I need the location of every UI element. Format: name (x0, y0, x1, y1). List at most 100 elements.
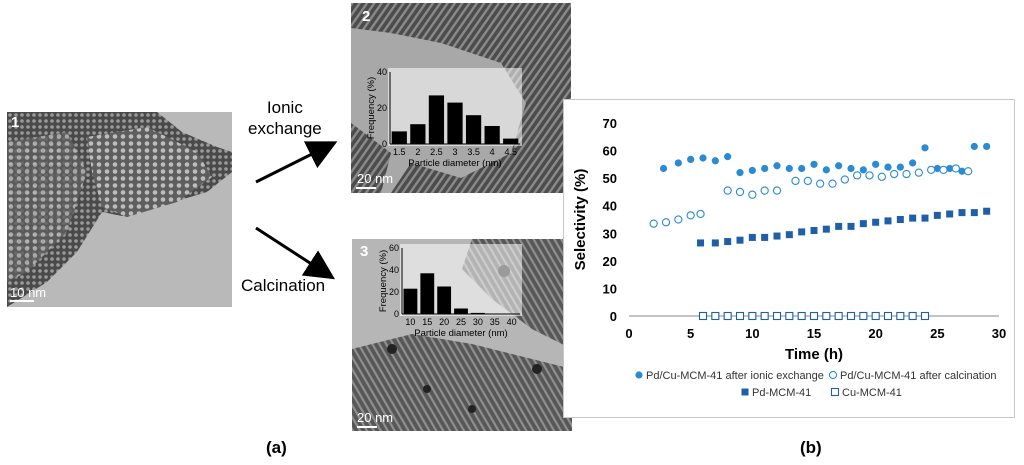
data-point-series-4 (859, 311, 868, 321)
data-point-series-4 (822, 311, 831, 321)
selectivity-y-tick-label: 30 (603, 226, 617, 241)
data-point-series-3 (711, 239, 719, 247)
legend-marker-series-2 (828, 370, 838, 380)
selectivity-x-tick-label: 5 (687, 326, 694, 341)
data-point-series-4 (797, 311, 806, 321)
data-point-series-1 (921, 144, 929, 152)
data-point-series-3 (909, 214, 917, 222)
ionic-exchange-label-line2: exchange (248, 119, 322, 138)
selectivity-x-tick-label: 20 (868, 326, 882, 341)
calcination-label: Calcination (241, 276, 326, 295)
data-point-series-1 (773, 162, 781, 170)
panel-b-label: (b) (800, 438, 822, 457)
selectivity-y-axis-title: Selectivity (%) (572, 169, 589, 271)
data-point-series-4 (698, 311, 708, 321)
data-point-series-2 (760, 186, 769, 195)
data-point-series-4 (809, 311, 819, 321)
legend-marker-series-4 (830, 387, 840, 397)
data-point-series-3 (970, 209, 978, 217)
legend-label-series-2: Pd/Cu-MCM-41 after calcination (840, 370, 997, 382)
data-point-series-1 (946, 164, 954, 173)
data-point-series-2 (686, 211, 695, 220)
data-point-series-4 (920, 311, 930, 321)
selectivity-x-axis-title: Time (h) (785, 346, 843, 363)
data-point-series-1 (810, 160, 818, 168)
data-point-series-3 (748, 233, 756, 241)
legend-marker-series-3 (741, 388, 749, 396)
histogram-x-tick-label: 15 (422, 317, 432, 327)
data-point-series-3 (847, 222, 855, 230)
histogram-background (400, 244, 522, 316)
arrow-ionic-exchange (255, 141, 338, 184)
process-arrows (255, 141, 338, 280)
selectivity-chart: 0 10 20 30 40 50 60 70 0 5 10 15 20 25 30 Time (h) Selec… (572, 116, 1006, 399)
data-point-series-2 (865, 171, 874, 180)
data-point-series-4 (883, 311, 893, 321)
data-point-series-3 (958, 209, 966, 217)
data-point-series-1 (983, 142, 991, 151)
data-point-series-3 (983, 207, 991, 215)
scale-bar-1-label: 10 nm (10, 285, 47, 300)
data-point-series-2 (914, 168, 923, 177)
tem-image-1 (7, 112, 232, 307)
data-point-series-4 (760, 311, 769, 321)
data-point-series-3 (810, 227, 818, 235)
data-point-series-3 (724, 238, 732, 246)
data-point-series-1 (724, 153, 732, 161)
data-point-series-2 (772, 186, 782, 195)
tem-image-1-graphic (7, 112, 232, 307)
histogram-x-tick-label: 10 (405, 317, 415, 327)
selectivity-y-tick-label: 50 (603, 171, 617, 186)
data-point-series-1 (748, 166, 756, 175)
histogram-x-tick-label: 4 (490, 147, 495, 157)
histogram-y-tick-label: 20 (377, 103, 387, 113)
histogram-x-tick-label: 25 (456, 317, 466, 327)
data-point-series-1 (958, 167, 966, 175)
data-point-series-2 (939, 165, 948, 175)
histogram-bar (447, 102, 463, 144)
data-point-series-2 (853, 171, 862, 180)
data-point-series-1 (659, 164, 668, 173)
ionic-exchange-label-line1: Ionic (266, 98, 303, 117)
data-point-series-3 (933, 211, 941, 219)
histogram-x-axis-title: Particle diameter (nm) (408, 158, 501, 169)
histogram-x-tick-label: 4.5 (504, 147, 517, 157)
tem-image-1-number: 1 (11, 114, 20, 131)
scale-bar-1 (10, 300, 34, 302)
data-point-series-3 (785, 231, 793, 239)
data-point-series-4 (785, 311, 794, 321)
data-point-series-3 (697, 239, 705, 247)
data-point-series-1 (798, 164, 806, 173)
histogram-bar (403, 288, 418, 314)
histogram-y-tick-label: 60 (389, 243, 399, 253)
data-point-series-4 (871, 311, 880, 321)
data-point-series-4 (908, 311, 917, 321)
data-point-series-4 (772, 311, 782, 321)
selectivity-y-tick-label: 40 (603, 199, 617, 214)
data-point-series-2 (649, 219, 658, 228)
histogram-x-tick-label: 35 (490, 317, 500, 327)
selectivity-y-tick-label: 10 (603, 281, 617, 296)
data-point-series-3 (859, 220, 867, 228)
legend-label-series-1: Pd/Cu-MCM-41 after ionic exchange (646, 370, 824, 382)
data-point-series-1 (909, 159, 917, 167)
arrow-calcination (255, 226, 336, 280)
data-point-series-1 (711, 157, 719, 165)
data-point-series-1 (835, 162, 843, 170)
data-point-series-1 (687, 155, 695, 163)
selectivity-y-tick-label: 0 (610, 309, 617, 324)
data-point-series-1 (896, 163, 904, 171)
data-point-series-2 (828, 179, 837, 188)
data-point-series-2 (964, 167, 973, 176)
data-point-series-4 (711, 311, 720, 321)
legend-marker-series-1 (635, 371, 643, 379)
scale-bar-2 (356, 187, 376, 189)
histogram-y-tick-label: 40 (389, 265, 399, 275)
data-point-series-2 (748, 190, 757, 199)
selectivity-x-tick-label: 30 (992, 326, 1006, 341)
scale-bar-3 (357, 426, 377, 428)
selectivity-x-tick-label: 25 (930, 326, 944, 341)
data-point-series-4 (723, 311, 732, 321)
scale-bar-3-label: 20 nm (357, 410, 394, 425)
